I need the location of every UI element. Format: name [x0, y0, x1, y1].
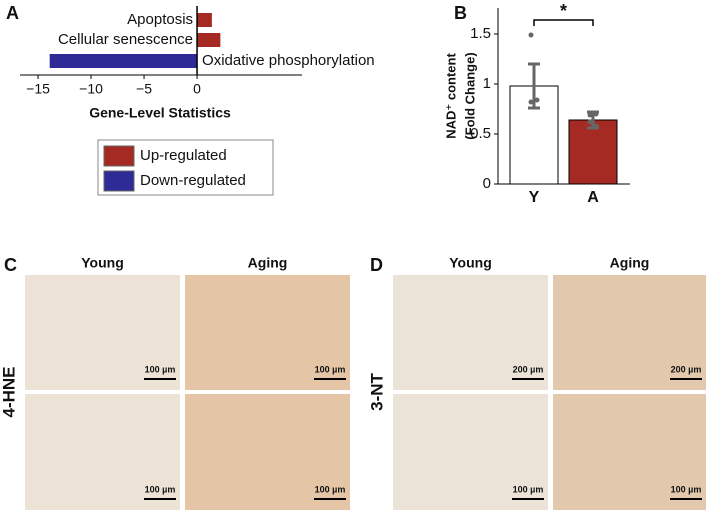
stain-label: 4-HNE — [0, 366, 18, 417]
panel-letter: D — [370, 255, 383, 275]
data-point — [593, 111, 599, 117]
data-point — [534, 97, 540, 103]
bar — [568, 119, 618, 185]
category-label: Cellular senescence — [58, 31, 193, 48]
legend-label: Down-regulated — [140, 172, 246, 189]
y-tick-label: 1.5 — [470, 25, 491, 42]
scale-label: 100 µm — [145, 364, 176, 374]
data-point — [587, 112, 593, 118]
y-axis-title: NAD⁺ content — [443, 53, 458, 139]
significance-mark: * — [560, 1, 567, 21]
category-label: Apoptosis — [127, 11, 193, 28]
panel-letter: C — [4, 255, 17, 275]
data-point — [587, 119, 593, 125]
column-header: Aging — [610, 255, 650, 271]
y-tick-label: 0 — [483, 175, 491, 192]
legend-label: Up-regulated — [140, 147, 227, 164]
x-tick-label: −5 — [136, 81, 152, 97]
legend-swatch — [103, 145, 135, 167]
scale-label: 200 µm — [671, 364, 702, 374]
y-tick-label: 1 — [483, 75, 491, 92]
column-header: Aging — [248, 255, 288, 271]
column-header: Young — [449, 255, 492, 271]
x-axis-title: Gene-Level Statistics — [89, 105, 231, 121]
panel-letter: A — [6, 3, 19, 23]
micrograph — [185, 394, 350, 510]
scale-label: 100 µm — [315, 364, 346, 374]
micrograph — [553, 394, 706, 510]
micrograph — [393, 275, 548, 390]
micrograph — [393, 394, 548, 510]
scale-label: 100 µm — [671, 484, 702, 494]
micrograph — [185, 275, 350, 390]
x-tick-label: −15 — [26, 81, 50, 97]
x-tick-label: −10 — [79, 81, 103, 97]
bar — [197, 33, 221, 47]
data-point — [528, 32, 534, 38]
x-tick-label: A — [587, 189, 599, 206]
scale-label: 200 µm — [513, 364, 544, 374]
significance-bracket — [533, 19, 594, 26]
bar — [197, 13, 212, 27]
micrograph — [25, 275, 180, 390]
y-tick-label: 0.5 — [470, 125, 491, 142]
micrograph — [553, 275, 706, 390]
scale-label: 100 µm — [315, 484, 346, 494]
x-tick-label: 0 — [193, 81, 201, 97]
bar — [49, 54, 198, 68]
data-point — [593, 123, 599, 129]
data-point — [528, 99, 534, 105]
error-bar — [528, 62, 540, 110]
scale-label: 100 µm — [513, 484, 544, 494]
stain-label: 3-NT — [367, 372, 386, 410]
y-axis-title: (Fold Change) — [462, 52, 477, 139]
micrograph — [25, 394, 180, 510]
x-tick-label: Y — [529, 189, 540, 206]
panel-letter: B — [454, 3, 467, 23]
column-header: Young — [81, 255, 124, 271]
scale-label: 100 µm — [145, 484, 176, 494]
legend-swatch — [103, 170, 135, 192]
category-label: Oxidative phosphorylation — [202, 52, 375, 69]
